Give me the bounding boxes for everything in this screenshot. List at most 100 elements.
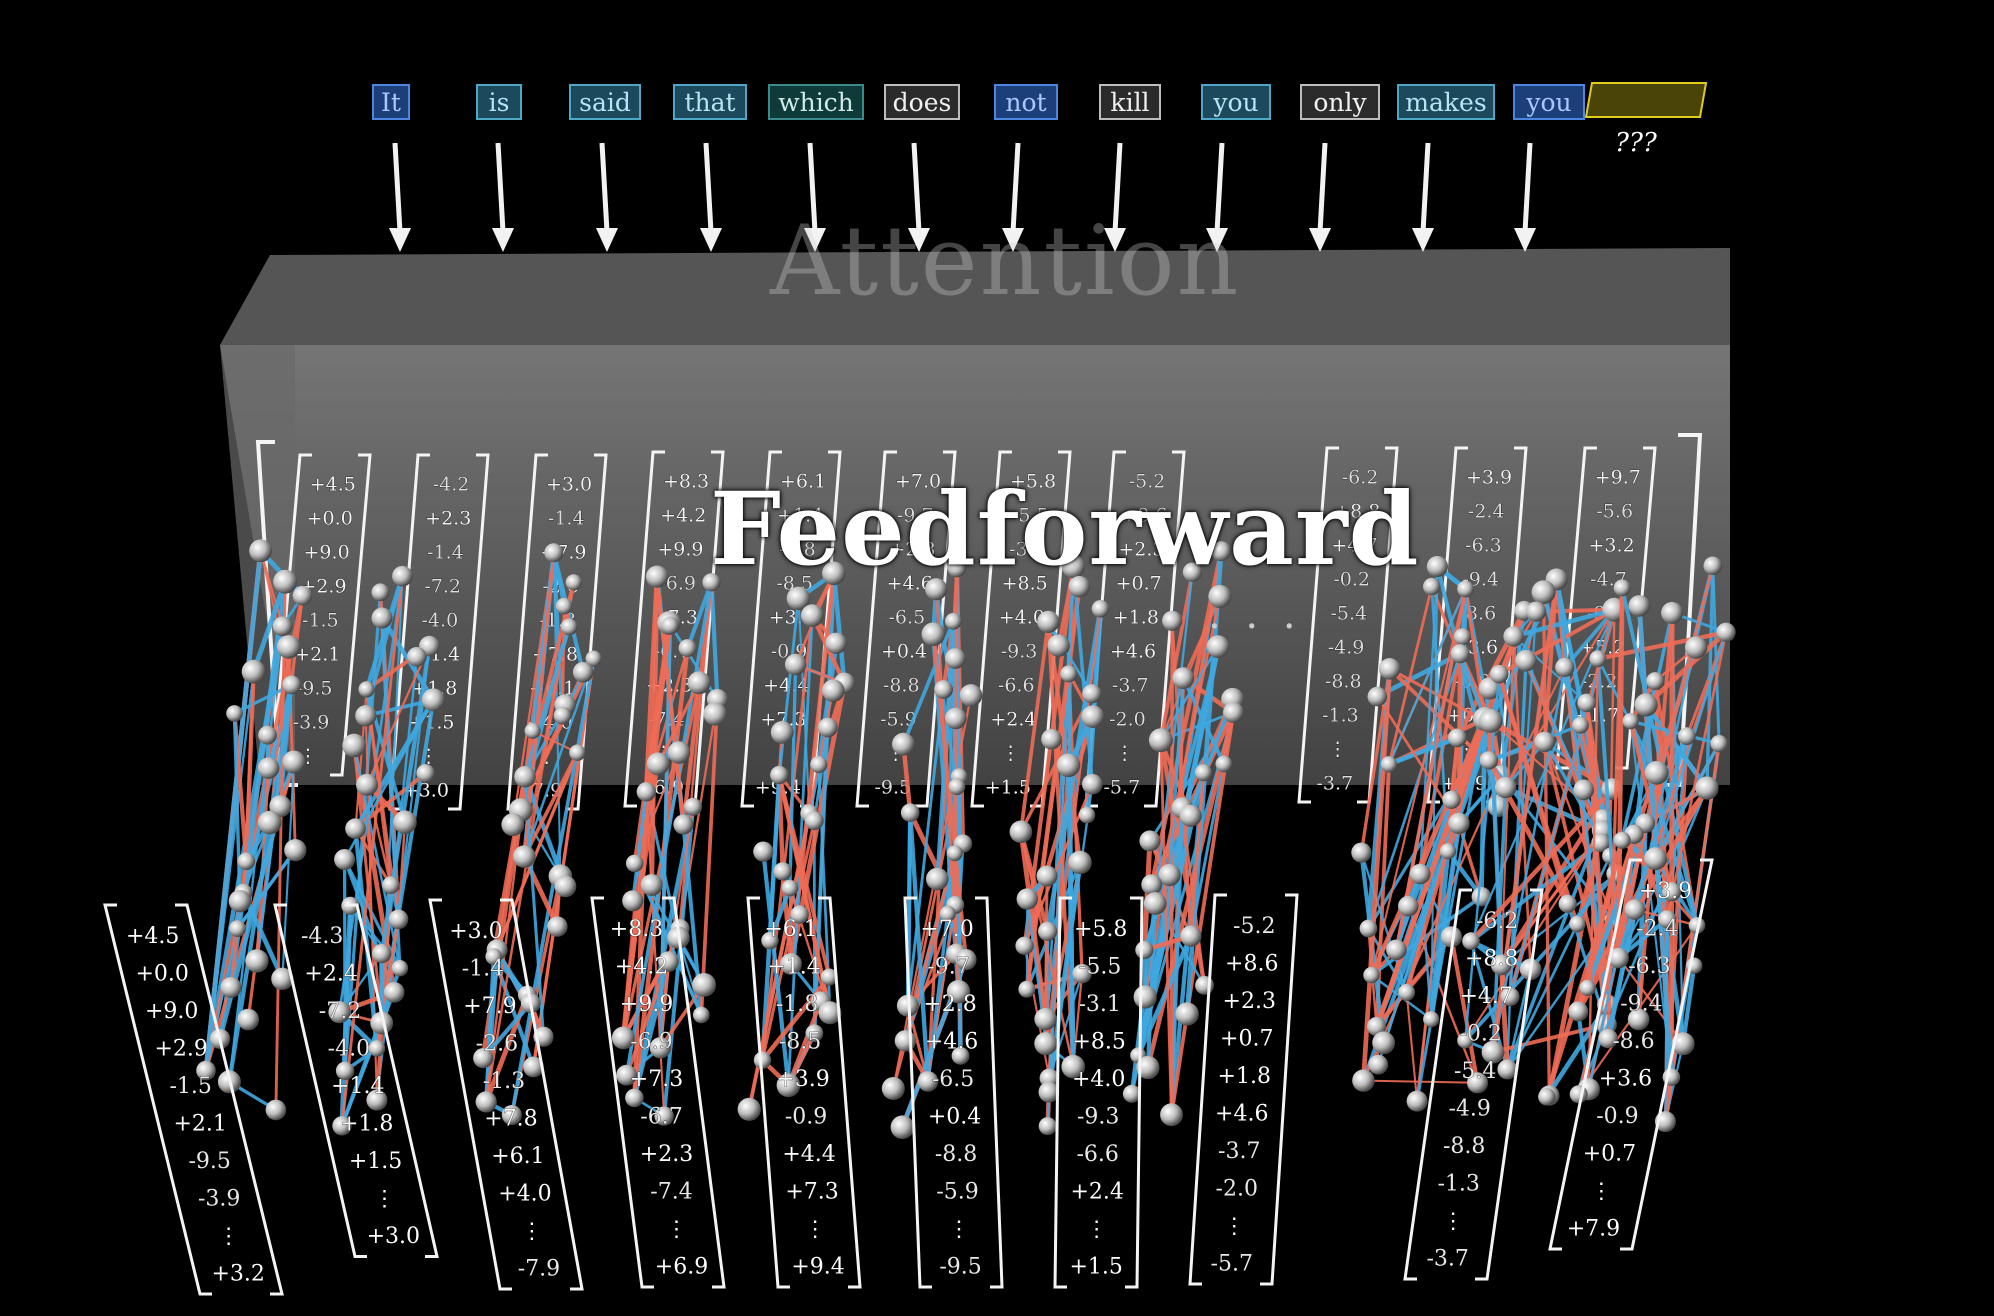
- vector-entry: +7.9: [1567, 1217, 1620, 1242]
- neuron-node: [1206, 635, 1230, 659]
- bracket-right: [1357, 446, 1399, 804]
- neuron-node: [1036, 865, 1058, 887]
- token-box: kill: [1099, 84, 1161, 120]
- network-edge: [1066, 673, 1076, 1067]
- neuron-node: [1703, 556, 1723, 576]
- vector-entry: -5.5: [1079, 955, 1121, 980]
- vector-entry: -6.7: [640, 1105, 682, 1130]
- vector-entry: +8.8: [1334, 501, 1380, 523]
- neuron-node: [822, 679, 845, 702]
- neuron-node: [565, 574, 582, 591]
- network-edge: [658, 983, 706, 1049]
- feedforward-label: Feedforward: [710, 470, 1420, 588]
- neuron-node: [944, 648, 966, 669]
- neuron-node: [1359, 919, 1378, 938]
- masked-token-box: [1584, 82, 1708, 118]
- vector-entry: +1.5: [1069, 1255, 1122, 1280]
- neuron-node: [553, 706, 572, 725]
- vector-entry: +4.5: [310, 474, 356, 496]
- neuron-node: [265, 1099, 287, 1121]
- neuron-node: [640, 874, 663, 896]
- neuron-node: [646, 752, 670, 776]
- vector-entry: ⋮: [666, 1217, 688, 1242]
- neuron-node: [555, 597, 573, 615]
- neuron-node: [1467, 1072, 1488, 1094]
- neuron-node: [1598, 1028, 1618, 1049]
- vector-entry: +7.8: [484, 1107, 537, 1132]
- vector-entry: +1.5: [985, 777, 1031, 799]
- neuron-node: [1471, 886, 1492, 907]
- network-edge: [1497, 673, 1570, 905]
- vector-entry: ⋮: [373, 1187, 395, 1212]
- vector-entry: -2.0: [1216, 1177, 1258, 1202]
- neuron-node: [1009, 820, 1033, 844]
- vector-entry: ⋮: [804, 1217, 826, 1242]
- network-edge: [1654, 742, 1721, 860]
- vector-entry: +0.4: [881, 641, 927, 663]
- attention-label: Attention: [770, 205, 1241, 317]
- vector-entry: ⋮: [1115, 743, 1134, 765]
- neuron-node: [946, 980, 971, 1004]
- vector-entry: -1.8: [779, 539, 816, 561]
- bracket-right: [1620, 858, 1714, 1251]
- neuron-node: [1194, 764, 1213, 782]
- vector-entry: -5.2: [1233, 914, 1275, 939]
- neuron-node: [1526, 601, 1547, 622]
- vector-column: +7.0-9.7+2.8+4.6-6.5+0.4-8.8-5.9⋮-9.5: [855, 450, 957, 808]
- vector-entry: +3.2: [211, 1262, 264, 1287]
- neuron-node: [921, 622, 946, 646]
- neuron-node: [900, 803, 920, 822]
- vector-entry: -6.9: [630, 1030, 672, 1055]
- network-edge: [645, 791, 666, 1117]
- network-edge: [232, 713, 242, 902]
- neuron-node: [1569, 915, 1586, 933]
- neuron-node: [1015, 936, 1034, 955]
- neuron-node: [272, 616, 293, 637]
- network-edge: [1168, 677, 1185, 876]
- vector-entry: -6.5: [889, 607, 926, 629]
- neuron-node: [926, 867, 949, 891]
- neuron-node: [358, 681, 375, 698]
- vector-entry: -5.4: [1331, 603, 1368, 625]
- neuron-node: [890, 1115, 915, 1139]
- bracket-right: [1260, 893, 1299, 1286]
- vector-entry: -6.3: [1628, 954, 1670, 979]
- network-edge: [523, 626, 572, 778]
- neuron-node: [1180, 925, 1202, 947]
- network-edge: [1361, 668, 1393, 1081]
- neuron-node: [382, 876, 400, 894]
- network-edge: [777, 774, 832, 1014]
- neuron-node: [1068, 850, 1092, 875]
- neuron-node: [1060, 665, 1078, 683]
- network-edge: [1025, 673, 1071, 990]
- vector-entry: -4.9: [1328, 637, 1365, 659]
- down-arrow: [1309, 142, 1331, 252]
- neuron-node: [804, 811, 824, 831]
- network-edge: [901, 743, 913, 813]
- vector-entry: -0.9: [785, 1105, 827, 1130]
- neuron-node: [1367, 686, 1388, 707]
- neuron-cluster: [737, 561, 855, 1121]
- neuron-node: [625, 854, 644, 873]
- neuron-node: [616, 1064, 637, 1086]
- neuron-node: [366, 1089, 388, 1111]
- neuron-node: [737, 1097, 761, 1121]
- vector-entry: ⋮: [1223, 1214, 1245, 1239]
- neuron-node: [1179, 804, 1202, 827]
- vector-entry: ⋮: [1001, 743, 1020, 765]
- vector-entry: -9.5: [875, 777, 912, 799]
- down-arrow: [1412, 142, 1434, 252]
- neuron-node: [1490, 954, 1512, 976]
- neuron-node: [475, 1091, 497, 1113]
- neuron-node: [818, 1001, 842, 1025]
- vector-entry: +4.0: [498, 1182, 551, 1207]
- bracket-left: [1297, 446, 1339, 804]
- neuron-node: [1644, 847, 1668, 871]
- vector-entry: +4.4: [782, 1142, 835, 1167]
- vector-entry: -2.6: [476, 1032, 518, 1057]
- network-edge: [649, 576, 660, 886]
- neuron-node: [524, 722, 541, 739]
- network-edge: [1044, 875, 1049, 1020]
- network-edge: [1367, 927, 1408, 994]
